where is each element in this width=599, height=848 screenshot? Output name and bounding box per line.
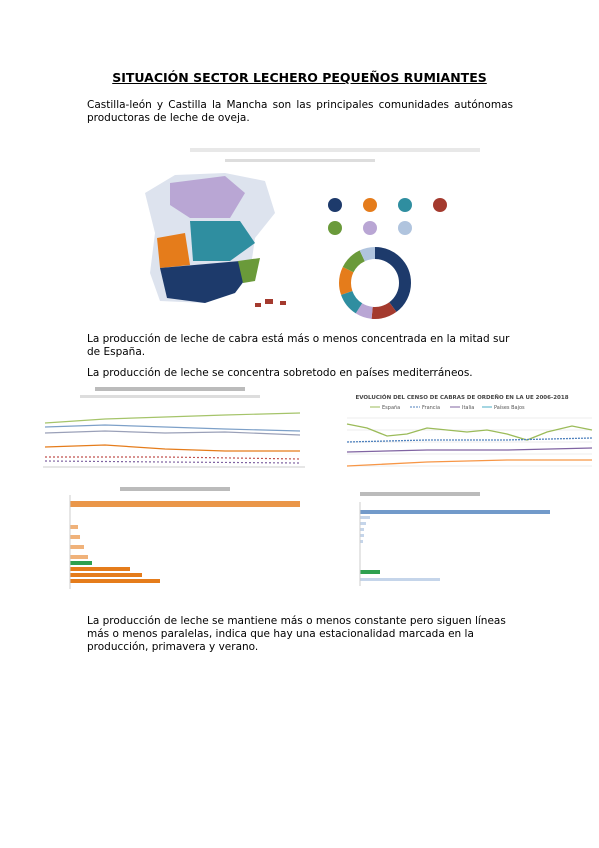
region — [170, 176, 245, 218]
map-figure — [145, 148, 480, 319]
region — [238, 258, 260, 283]
paragraph: La producción de leche se concentra sobr… — [87, 367, 473, 379]
legend-label: Italia — [462, 405, 474, 411]
legend: España Francia Italia Países Bajos — [370, 404, 525, 411]
legend-label: España — [382, 405, 400, 411]
caption-bar — [190, 148, 480, 152]
goat-census-figure — [359, 492, 550, 586]
paragraph: La producción de leche de cabra está más… — [87, 333, 510, 358]
legend-dots — [328, 198, 447, 235]
legend-label: Países Bajos — [494, 404, 525, 411]
title: SITUACIÓN SECTOR LECHERO PEQUEÑOS RUMIAN… — [112, 70, 487, 85]
sheep-evolution-figure — [43, 387, 305, 468]
paragraph: Castilla-león y Castilla la Mancha son l… — [87, 99, 513, 124]
region — [190, 221, 255, 261]
legend-label: Francia — [422, 405, 440, 411]
region — [160, 261, 250, 303]
sheep-census-figure — [69, 487, 300, 589]
region — [157, 233, 190, 268]
caption-bar — [225, 159, 375, 162]
donut — [339, 247, 411, 319]
islands — [255, 299, 286, 307]
goat-evolution-figure: EVOLUCIÓN DEL CENSO DE CABRAS DE ORDEÑO … — [346, 394, 593, 467]
figure-title: EVOLUCIÓN DEL CENSO DE CABRAS DE ORDEÑO … — [355, 394, 568, 401]
paragraph: La producción de leche se mantiene más o… — [87, 615, 506, 653]
